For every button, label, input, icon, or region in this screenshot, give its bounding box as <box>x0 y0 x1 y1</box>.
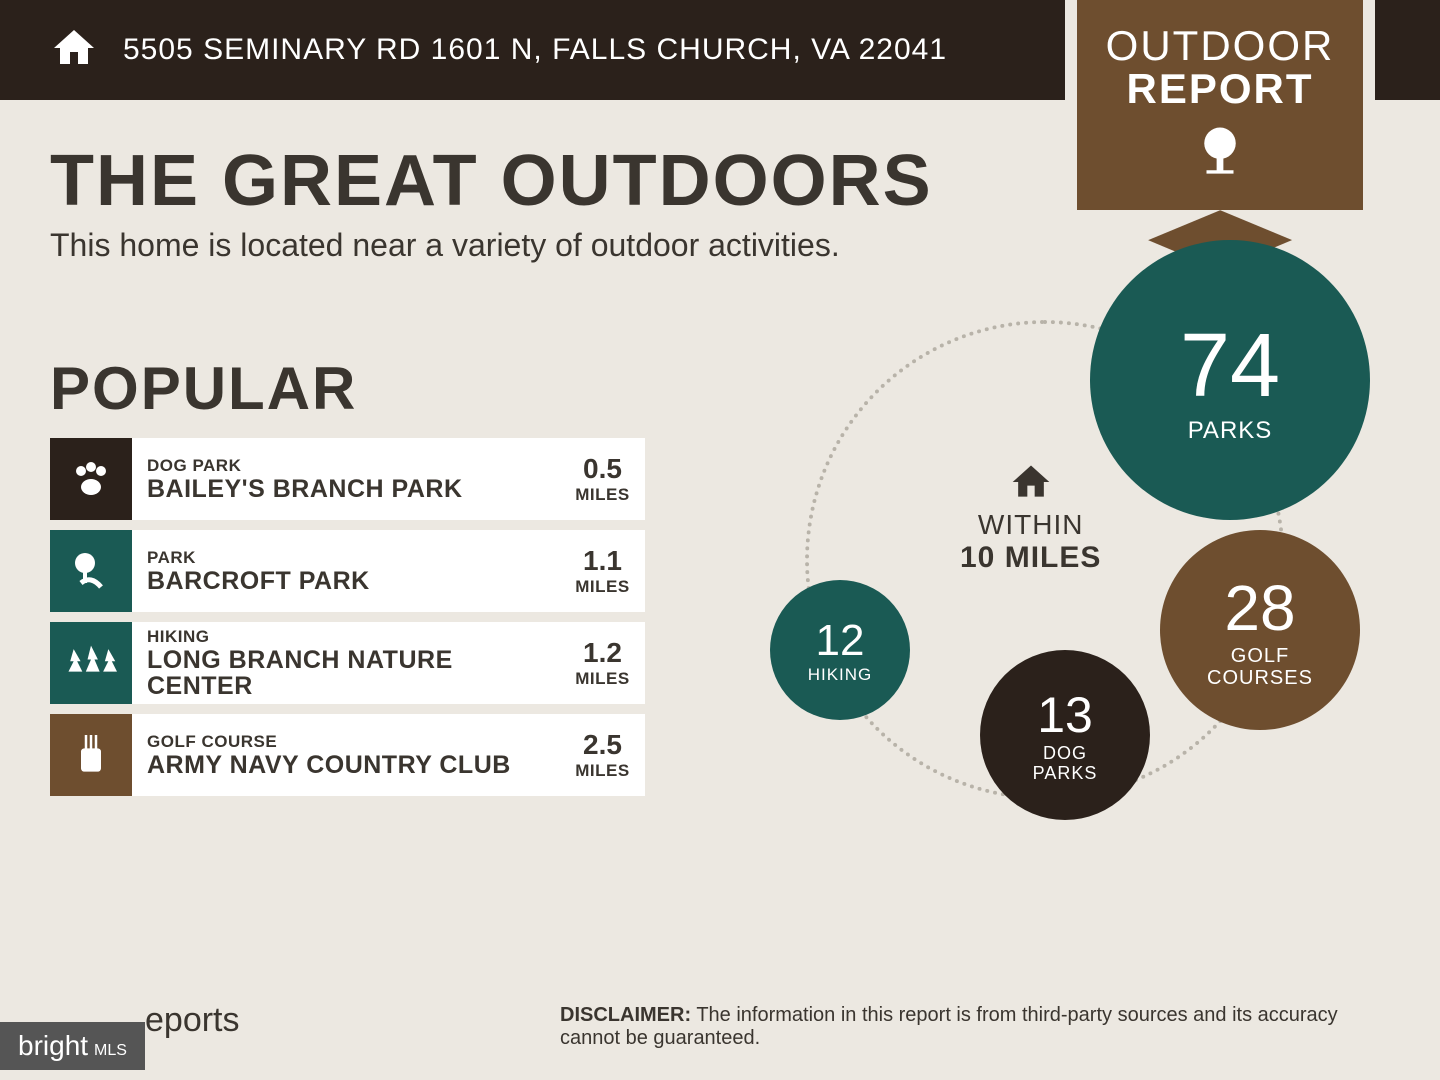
disclaimer: DISCLAIMER: The information in this repo… <box>560 1004 1390 1050</box>
item-distance: 1.2MILES <box>560 622 645 704</box>
watermark-brand: bright <box>18 1030 88 1062</box>
item-body: DOG PARKBAILEY'S BRANCH PARK <box>132 438 560 520</box>
golf-icon <box>50 714 132 796</box>
watermark: bright MLS <box>0 1022 145 1070</box>
stat-bubble: 13DOG PARKS <box>980 650 1150 820</box>
distance-unit: MILES <box>575 577 629 597</box>
item-name: ARMY NAVY COUNTRY CLUB <box>147 752 545 778</box>
bubble-value: 13 <box>1037 686 1093 744</box>
bubble-value: 28 <box>1224 571 1295 645</box>
item-distance: 1.1MILES <box>560 530 645 612</box>
distance-value: 0.5 <box>583 453 622 485</box>
center-line1: WITHIN <box>960 509 1101 541</box>
item-name: BAILEY'S BRANCH PARK <box>147 476 545 502</box>
bubble-label: HIKING <box>808 666 873 685</box>
distance-value: 1.2 <box>583 637 622 669</box>
trees-icon <box>50 622 132 704</box>
stat-bubble: 28GOLF COURSES <box>1160 530 1360 730</box>
disclaimer-label: DISCLAIMER: <box>560 1004 691 1026</box>
footer: bright MLS eports DISCLAIMER: The inform… <box>0 990 1440 1080</box>
center-label: WITHIN 10 MILES <box>960 460 1101 575</box>
popular-item: PARKBARCROFT PARK1.1MILES <box>50 530 645 612</box>
distance-value: 2.5 <box>583 729 622 761</box>
stat-bubble: 74PARKS <box>1090 240 1370 520</box>
stats-bubbles: WITHIN 10 MILES 74PARKS28GOLF COURSES13D… <box>690 260 1390 860</box>
item-body: HIKINGLONG BRANCH NATURE CENTER <box>132 622 560 704</box>
park-icon <box>50 530 132 612</box>
item-body: GOLF COURSEARMY NAVY COUNTRY CLUB <box>132 714 560 796</box>
item-body: PARKBARCROFT PARK <box>132 530 560 612</box>
item-distance: 0.5MILES <box>560 438 645 520</box>
watermark-suffix: MLS <box>94 1042 127 1060</box>
item-category: DOG PARK <box>147 456 545 476</box>
partial-logo-text: eports <box>145 1001 240 1040</box>
popular-item: DOG PARKBAILEY'S BRANCH PARK0.5MILES <box>50 438 645 520</box>
item-name: LONG BRANCH NATURE CENTER <box>147 647 545 700</box>
popular-item: GOLF COURSEARMY NAVY COUNTRY CLUB2.5MILE… <box>50 714 645 796</box>
page-title: THE GREAT OUTDOORS <box>50 140 1390 222</box>
distance-unit: MILES <box>575 761 629 781</box>
item-name: BARCROFT PARK <box>147 568 545 594</box>
paw-icon <box>50 438 132 520</box>
item-category: HIKING <box>147 627 545 647</box>
distance-unit: MILES <box>575 669 629 689</box>
address-text: 5505 SEMINARY RD 1601 N, FALLS CHURCH, V… <box>123 33 947 67</box>
bubble-label: DOG PARKS <box>1033 744 1098 784</box>
bubble-value: 12 <box>816 616 865 666</box>
distance-value: 1.1 <box>583 545 622 577</box>
bubble-label: PARKS <box>1188 418 1273 444</box>
item-distance: 2.5MILES <box>560 714 645 796</box>
item-category: PARK <box>147 548 545 568</box>
item-category: GOLF COURSE <box>147 732 545 752</box>
badge-line1: OUTDOOR <box>1077 22 1363 70</box>
stat-bubble: 12HIKING <box>770 580 910 720</box>
bubble-value: 74 <box>1180 315 1280 418</box>
distance-unit: MILES <box>575 485 629 505</box>
popular-item: HIKINGLONG BRANCH NATURE CENTER1.2MILES <box>50 622 645 704</box>
home-icon <box>50 24 98 77</box>
bubble-label: GOLF COURSES <box>1207 645 1313 689</box>
center-line2: 10 MILES <box>960 541 1101 575</box>
